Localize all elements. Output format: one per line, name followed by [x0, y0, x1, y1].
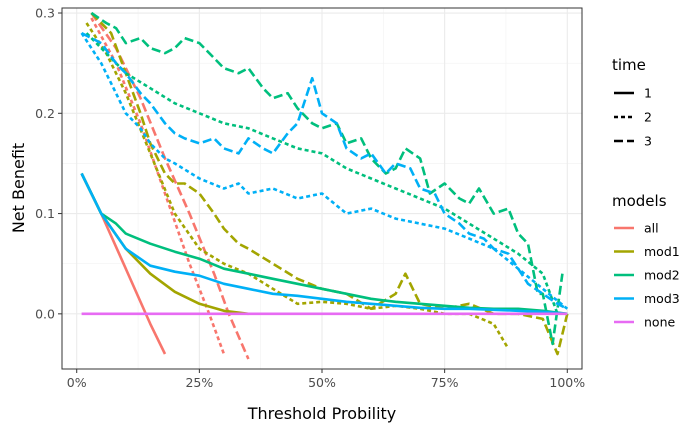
legend-label-mod1: mod1 [644, 244, 680, 259]
y-tick-label: 0.1 [35, 206, 55, 221]
legend-label-all: all [644, 221, 659, 236]
x-tick-label: 50% [308, 375, 336, 390]
legend: time 1 2 3 models all mod1 mod2 mod3 none [612, 56, 680, 330]
x-tick-label: 0% [67, 375, 87, 390]
legend-title-time: time [612, 56, 646, 74]
x-tick-label: 75% [431, 375, 459, 390]
y-axis-title: Net Benefit [9, 143, 28, 233]
series-line-mod3-time-2 [80, 32, 569, 310]
x-tick-label: 25% [185, 375, 213, 390]
y-tick-label: 0.0 [35, 306, 55, 321]
legend-label-time-3: 3 [644, 134, 652, 149]
x-axis-title: Threshold Probility [247, 404, 397, 423]
legend-label-none: none [644, 315, 675, 330]
series-line-mod1-time-3 [90, 12, 569, 356]
series-lines [80, 11, 569, 360]
legend-label-time-2: 2 [644, 110, 652, 125]
x-tick-label: 100% [549, 375, 585, 390]
legend-label-mod3: mod3 [644, 291, 680, 306]
legend-label-time-1: 1 [644, 86, 652, 101]
series-line-mod3-time-1 [80, 172, 568, 316]
legend-label-mod2: mod2 [644, 268, 680, 283]
axis-ticks: 0% 25% 50% 75% 100% 0.0 0.1 0.2 0.3 [35, 6, 585, 390]
series-line-mod3-time-3 [81, 31, 568, 310]
legend-title-models: models [612, 192, 667, 210]
y-tick-label: 0.3 [35, 6, 55, 21]
series-line-mod2-time-2 [85, 32, 559, 315]
y-tick-label: 0.2 [35, 106, 55, 121]
